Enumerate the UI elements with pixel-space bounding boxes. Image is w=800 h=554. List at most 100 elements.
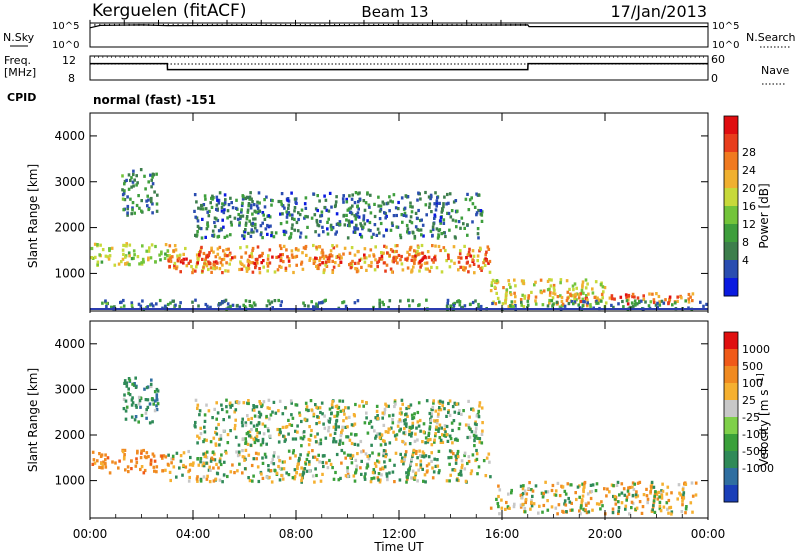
heat-cell bbox=[664, 298, 667, 302]
heat-cell bbox=[347, 406, 350, 410]
heat-cell bbox=[254, 226, 257, 230]
heat-cell bbox=[144, 398, 148, 402]
heat-cell bbox=[191, 271, 194, 275]
heat-cell bbox=[251, 261, 255, 265]
heat-cell bbox=[439, 215, 443, 220]
heat-cell bbox=[391, 417, 394, 422]
heat-cell bbox=[385, 404, 388, 408]
heat-cell bbox=[454, 454, 458, 458]
heat-cell bbox=[294, 200, 297, 204]
heat-cell bbox=[320, 214, 324, 218]
heat-cell bbox=[281, 460, 285, 464]
heat-cell bbox=[546, 279, 550, 283]
heat-cell bbox=[554, 506, 558, 510]
heat-cell bbox=[241, 424, 244, 428]
heat-cell bbox=[445, 479, 449, 483]
heat-cell bbox=[615, 483, 619, 487]
y-tick-label: 4000 bbox=[54, 337, 85, 351]
heat-cell bbox=[104, 453, 107, 457]
heat-cell bbox=[224, 269, 227, 273]
heat-cell bbox=[353, 301, 357, 305]
heat-cell bbox=[383, 211, 386, 215]
heat-cell bbox=[295, 254, 299, 258]
heat-cell bbox=[553, 288, 556, 292]
colorbar-tick-label: 12 bbox=[742, 218, 756, 231]
heat-cell bbox=[561, 509, 564, 513]
heat-cell bbox=[296, 465, 299, 469]
heat-cell bbox=[224, 298, 228, 302]
heat-cell bbox=[252, 217, 255, 221]
heat-cell bbox=[564, 503, 568, 507]
heat-cell bbox=[139, 405, 142, 409]
heat-cell bbox=[202, 452, 205, 456]
heat-cell bbox=[680, 296, 683, 300]
heat-cell bbox=[220, 209, 224, 213]
heat-cell bbox=[151, 182, 155, 186]
heat-cell bbox=[315, 247, 319, 251]
heat-cell bbox=[523, 510, 527, 514]
heat-cell bbox=[430, 414, 433, 418]
heat-cell bbox=[226, 209, 230, 213]
heat-cell bbox=[399, 452, 402, 456]
heat-cell bbox=[297, 459, 301, 463]
heat-cell bbox=[265, 442, 268, 446]
heat-cell bbox=[204, 302, 208, 307]
heat-cell bbox=[341, 399, 345, 403]
heat-cell bbox=[584, 508, 587, 512]
heat-cell bbox=[477, 465, 481, 469]
heat-cell bbox=[130, 303, 134, 308]
heat-cell bbox=[104, 254, 108, 258]
heat-cell bbox=[315, 405, 318, 409]
heat-cell bbox=[149, 461, 153, 465]
nsky-trace bbox=[89, 24, 708, 29]
heat-cell bbox=[420, 243, 424, 248]
heat-cell bbox=[126, 465, 130, 469]
heat-cell bbox=[652, 503, 655, 507]
heat-cell bbox=[224, 198, 227, 202]
heat-cell bbox=[410, 268, 414, 272]
heat-cell bbox=[194, 398, 198, 402]
heat-cell bbox=[135, 461, 139, 465]
heat-cell bbox=[485, 259, 488, 263]
heat-cell bbox=[221, 263, 224, 267]
heat-cell bbox=[216, 252, 220, 256]
heat-cell bbox=[387, 430, 390, 434]
heat-cell bbox=[241, 417, 244, 421]
heat-cell bbox=[477, 409, 480, 413]
heat-cell bbox=[293, 209, 296, 213]
heat-cell bbox=[127, 173, 131, 177]
heat-cell bbox=[351, 204, 354, 208]
heat-cell bbox=[218, 437, 221, 441]
heat-cell bbox=[338, 442, 341, 446]
heat-cell bbox=[444, 430, 447, 434]
heat-cell bbox=[258, 415, 262, 419]
heat-cell bbox=[394, 244, 397, 248]
heat-cell bbox=[365, 256, 368, 260]
heat-cell bbox=[196, 441, 199, 445]
heat-cell bbox=[507, 305, 511, 309]
heat-cell bbox=[123, 393, 126, 397]
heat-cell bbox=[226, 254, 229, 258]
heat-cell bbox=[127, 187, 131, 191]
heat-cell bbox=[259, 233, 263, 237]
heat-cell bbox=[363, 208, 367, 212]
heat-cell bbox=[452, 419, 456, 423]
heat-cell bbox=[346, 472, 350, 476]
heat-cell bbox=[349, 453, 352, 457]
heat-cell bbox=[298, 473, 302, 477]
heat-cell bbox=[240, 255, 243, 259]
heat-cell bbox=[185, 264, 189, 268]
heat-cell bbox=[661, 489, 665, 493]
heat-cell bbox=[472, 433, 476, 437]
heat-cell bbox=[295, 263, 298, 267]
heat-cell bbox=[243, 458, 246, 462]
heat-cell bbox=[409, 201, 412, 205]
heat-cell bbox=[329, 433, 332, 437]
heat-cell bbox=[481, 266, 484, 270]
heat-cell bbox=[625, 299, 629, 303]
heat-cell bbox=[290, 423, 294, 427]
heat-cell bbox=[409, 205, 412, 209]
heat-cell bbox=[225, 405, 228, 409]
heat-cell bbox=[238, 223, 241, 227]
